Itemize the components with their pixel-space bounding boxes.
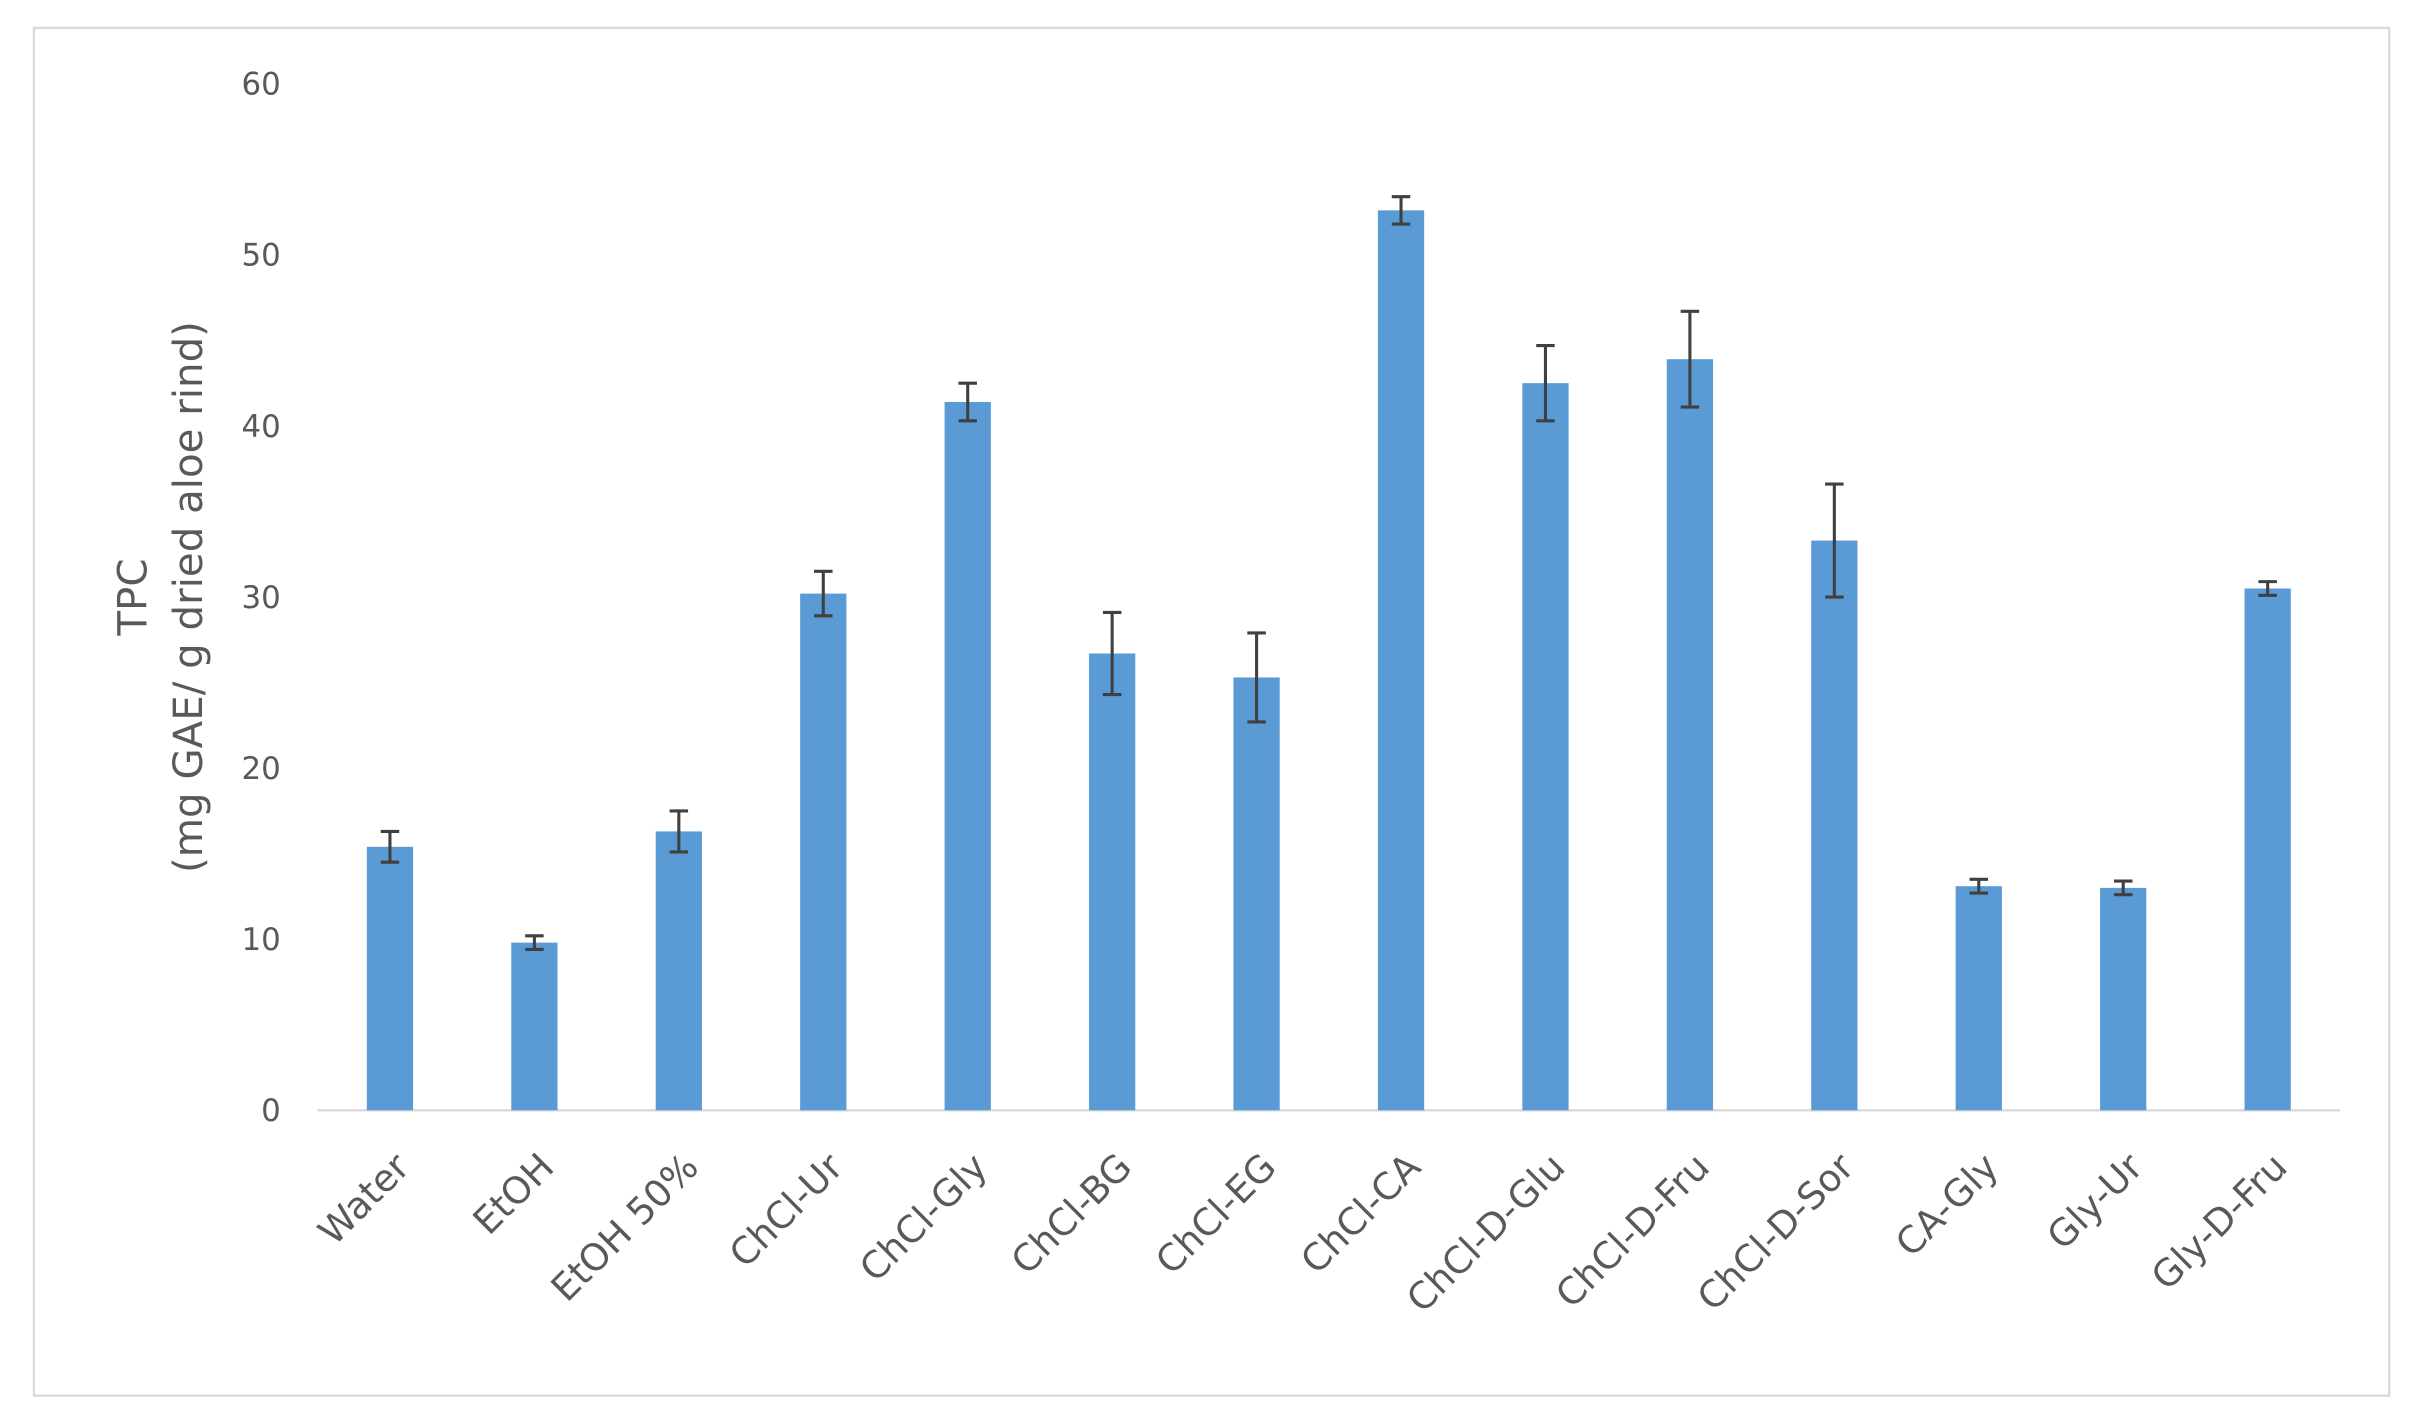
bar xyxy=(511,942,558,1111)
y-axis-title: TPC (mg GAE/ g dried aloe rind) xyxy=(111,321,212,873)
bar xyxy=(1811,540,1858,1111)
y-tick-label: 40 xyxy=(241,409,280,445)
y-tick-label: 60 xyxy=(241,67,280,103)
bar xyxy=(944,401,991,1111)
y-tick-label: 50 xyxy=(241,238,280,274)
bar xyxy=(1666,359,1714,1111)
bar xyxy=(1089,653,1136,1111)
bar xyxy=(1377,210,1425,1111)
y-axis-title-line: (mg GAE/ g dried aloe rind) xyxy=(166,321,212,873)
y-tick-label: 20 xyxy=(241,751,280,787)
y-tick-label: 10 xyxy=(241,922,280,958)
y-axis-title-line: TPC xyxy=(111,558,157,636)
bar xyxy=(655,831,702,1111)
bar xyxy=(800,593,847,1111)
bar xyxy=(2244,588,2291,1111)
bar xyxy=(366,846,414,1111)
bar xyxy=(1233,677,1280,1111)
chart-frame xyxy=(32,26,2391,1397)
bar xyxy=(2100,887,2147,1111)
bar xyxy=(1522,383,1569,1111)
y-tick-label: 30 xyxy=(241,580,280,616)
bar xyxy=(1955,886,2002,1111)
y-tick-label: 0 xyxy=(261,1093,281,1129)
